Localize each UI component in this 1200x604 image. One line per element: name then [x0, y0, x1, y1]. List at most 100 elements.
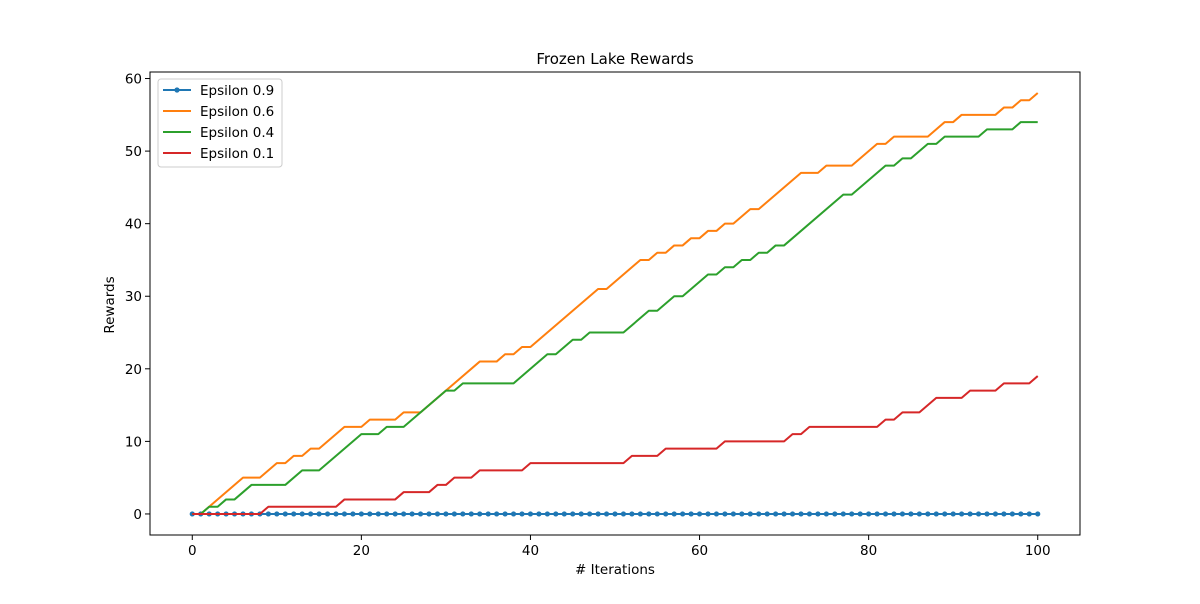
- legend: Epsilon 0.9 Epsilon 0.6 Epsilon 0.4 Epsilon…: [157, 78, 283, 168]
- data-point: [781, 511, 787, 517]
- data-point: [333, 511, 339, 517]
- data-point: [578, 511, 584, 517]
- data-point: [468, 511, 474, 517]
- data-point: [806, 511, 813, 517]
- data-point: [570, 511, 576, 517]
- chart-title: Frozen Lake Rewards: [536, 50, 693, 68]
- y-tick-label: 10: [125, 434, 142, 450]
- plot-area: [189, 92, 1041, 517]
- data-point: [840, 511, 846, 517]
- data-point: [680, 511, 686, 517]
- legend-label: Epsilon 0.4: [200, 125, 274, 141]
- data-point: [933, 511, 939, 517]
- data-point: [620, 511, 627, 517]
- data-point: [316, 511, 322, 517]
- data-point: [688, 511, 694, 517]
- data-point: [959, 511, 965, 517]
- data-point: [866, 511, 872, 517]
- data-point: [722, 511, 728, 517]
- data-point: [857, 511, 863, 517]
- data-point: [942, 511, 948, 517]
- data-point: [798, 511, 804, 517]
- x-tick-label: 20: [353, 543, 370, 559]
- data-point: [849, 511, 855, 517]
- data-point: [739, 511, 745, 517]
- data-point: [324, 511, 331, 517]
- data-point: [291, 511, 297, 517]
- data-point: [265, 511, 271, 517]
- data-point: [460, 511, 466, 517]
- data-point: [417, 511, 424, 517]
- y-tick-label: 20: [125, 362, 142, 378]
- legend-label: Epsilon 0.9: [200, 83, 274, 99]
- series-line-2: [192, 92, 1039, 515]
- data-point: [646, 511, 652, 517]
- legend-box: [157, 78, 283, 168]
- data-point: [832, 511, 838, 517]
- series-line-4: [192, 375, 1039, 515]
- data-point: [1026, 511, 1032, 517]
- plot-frame: [149, 71, 1081, 536]
- data-point: [663, 511, 669, 517]
- legend-label: Epsilon 0.1: [200, 146, 274, 162]
- data-point: [713, 511, 720, 517]
- data-point: [815, 511, 821, 517]
- data-point: [502, 511, 508, 517]
- data-point: [747, 511, 753, 517]
- data-point: [350, 511, 356, 517]
- y-tick-label: 40: [125, 217, 142, 233]
- data-point: [587, 511, 593, 517]
- data-point: [654, 511, 660, 517]
- data-point: [536, 511, 542, 517]
- data-point: [908, 511, 914, 517]
- data-point: [756, 511, 762, 517]
- data-point: [696, 511, 703, 517]
- data-point: [789, 511, 796, 517]
- data-point: [1001, 511, 1007, 517]
- data-point: [308, 511, 314, 517]
- data-point: [485, 511, 491, 517]
- data-point: [392, 511, 398, 517]
- data-point: [671, 511, 677, 517]
- data-point: [384, 511, 390, 517]
- data-point: [358, 511, 364, 517]
- data-point: [426, 511, 432, 517]
- data-point: [494, 511, 500, 517]
- data-point: [992, 511, 999, 517]
- data-point: [967, 511, 973, 517]
- legend-label: Epsilon 0.6: [200, 104, 274, 120]
- data-point: [612, 511, 618, 517]
- data-point: [730, 511, 736, 517]
- data-point: [451, 511, 457, 517]
- x-axis-label: # Iterations: [575, 562, 655, 578]
- data-point: [975, 511, 982, 517]
- data-point: [401, 511, 407, 517]
- data-point: [510, 511, 517, 517]
- data-point: [434, 511, 441, 517]
- series-line-3: [192, 121, 1038, 515]
- data-point: [409, 511, 415, 517]
- data-point: [1009, 511, 1015, 517]
- data-point: [629, 511, 635, 517]
- axis-ticks: 0 20 40 60 80 100 0 10 20 30 40 50 60: [125, 72, 1051, 559]
- x-tick-label: 60: [691, 543, 708, 559]
- data-point: [282, 511, 288, 517]
- data-point: [274, 511, 280, 517]
- data-point: [527, 511, 534, 517]
- x-tick-label: 40: [522, 543, 539, 559]
- data-point: [764, 511, 770, 517]
- data-point: [637, 511, 643, 517]
- data-point: [189, 511, 195, 517]
- x-tick-label: 80: [860, 543, 877, 559]
- data-point: [925, 511, 931, 517]
- data-point: [882, 511, 889, 517]
- data-point: [950, 511, 956, 517]
- data-point: [705, 511, 711, 517]
- data-point: [561, 511, 567, 517]
- x-tick-label: 100: [1025, 543, 1051, 559]
- data-point: [367, 511, 373, 517]
- data-point: [299, 511, 305, 517]
- data-point: [773, 511, 779, 517]
